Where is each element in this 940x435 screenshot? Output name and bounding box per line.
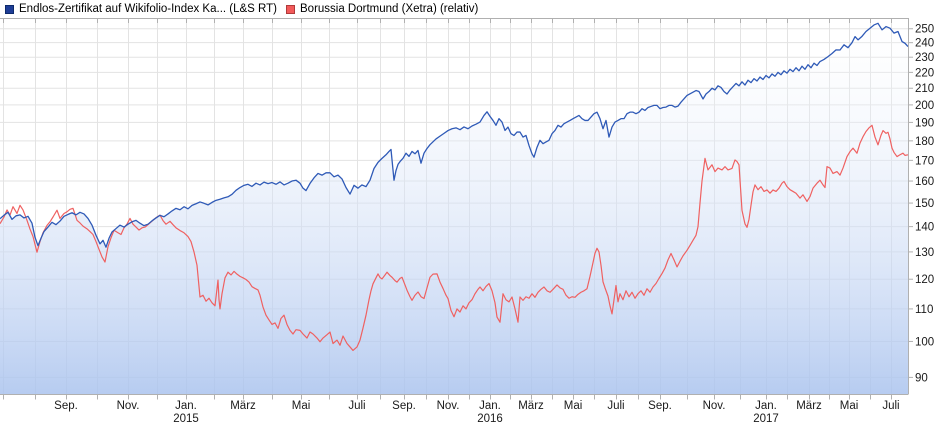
y-axis-label: 250 [915, 24, 934, 36]
y-axis-label: 170 [915, 155, 934, 167]
x-axis-label: Jan. [755, 400, 777, 412]
x-axis-label: Mai [840, 400, 859, 412]
x-axis-label: Juli [348, 400, 365, 412]
x-axis-year-label: 2017 [753, 413, 779, 425]
y-axis-label: 130 [915, 247, 934, 259]
legend-label-wikifolio: Endlos-Zertifikat auf Wikifolio-Index Ka… [19, 3, 277, 15]
y-axis-label: 140 [915, 222, 934, 234]
legend-label-bvb: Borussia Dortmund (Xetra) (relativ) [300, 3, 479, 15]
axes [0, 18, 913, 400]
x-axis-label: Sep. [392, 400, 416, 412]
y-axis-label: 120 [915, 274, 934, 286]
x-axis-label: Juli [882, 400, 899, 412]
x-axis-label: Juli [607, 400, 624, 412]
x-axis-label: Mai [292, 400, 311, 412]
y-axis-label: 160 [915, 176, 934, 188]
series-line-wikifolio [0, 22, 909, 248]
y-axis-label: 220 [915, 67, 934, 79]
y-axis-label: 190 [915, 117, 934, 129]
series-line-bvb [0, 124, 909, 352]
x-axis-label: März [518, 400, 544, 412]
legend-swatch-bvb-icon [286, 4, 295, 14]
y-axis-label: 180 [915, 136, 934, 148]
y-axis-label: 100 [915, 336, 934, 348]
legend-item-wikifolio: Endlos-Zertifikat auf Wikifolio-Index Ka… [5, 2, 277, 16]
y-axis-label: 200 [915, 100, 934, 112]
legend-item-bvb: Borussia Dortmund (Xetra) (relativ) [286, 2, 478, 16]
x-axis-year-label: 2015 [173, 413, 199, 425]
y-axis-labels: 90 100 110 120 130 140 150 160 170 180 190 200 210 22… [915, 24, 934, 385]
y-axis-label: 240 [915, 38, 934, 50]
x-axis-label: Nov. [703, 400, 726, 412]
x-axis-label: März [796, 400, 822, 412]
x-axis-year-label: 2016 [477, 413, 503, 425]
y-axis-label: 90 [915, 372, 928, 384]
y-axis-label: 150 [915, 198, 934, 210]
x-axis-label: Nov. [437, 400, 460, 412]
legend-swatch-wikifolio-icon [5, 4, 14, 14]
wikifolio-area-fill [0, 23, 908, 395]
y-axis-label: 230 [915, 52, 934, 64]
x-axis-label: März [230, 400, 256, 412]
y-axis-label: 210 [915, 83, 934, 95]
y-axis-label: 110 [915, 304, 933, 316]
x-axis-label: Nov. [117, 400, 140, 412]
x-axis-label: Jan. [175, 400, 197, 412]
x-axis-label: Sep. [648, 400, 672, 412]
x-axis-label: Sep. [54, 400, 78, 412]
x-axis-label: Mai [564, 400, 583, 412]
x-axis-label: Jan. [479, 400, 501, 412]
